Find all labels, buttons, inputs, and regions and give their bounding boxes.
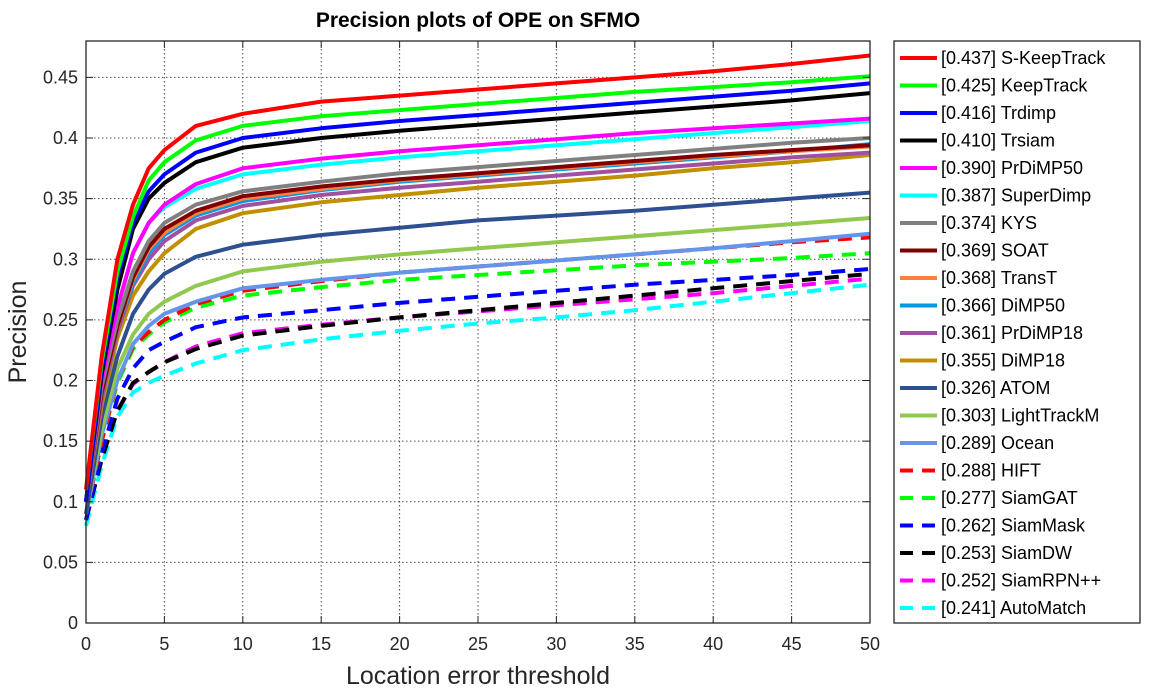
legend-label: [0.437] S-KeepTrack <box>941 48 1106 68</box>
legend-entry: [0.374] KYS <box>900 213 1037 233</box>
series-line <box>84 282 871 527</box>
legend-entry: [0.369] SOAT <box>900 241 1049 261</box>
series-line <box>84 53 871 490</box>
legend-label: [0.241] AutoMatch <box>941 598 1086 618</box>
legend-label: [0.387] SuperDimp <box>941 186 1091 206</box>
axis-ticks: 0 5 10 15 20 25 30 35 40 45 50 0 0.05 0.1 0.15 0.2 0.25 0… <box>43 41 880 654</box>
series-line <box>84 231 871 515</box>
legend-entry: [0.289] Ocean <box>900 433 1054 453</box>
x-tick-label: 50 <box>860 634 880 654</box>
y-tick-label: 0.3 <box>53 249 78 269</box>
legend-entry: [0.277] SiamGAT <box>900 488 1078 508</box>
x-tick-label: 25 <box>468 634 488 654</box>
series-line <box>84 190 871 515</box>
legend: [0.437] S-KeepTrack [0.425] KeepTrack [0.4… <box>900 48 1106 618</box>
legend-label: [0.361] PrDiMP18 <box>941 323 1083 343</box>
x-tick-label: 15 <box>311 634 331 654</box>
series-line <box>84 116 871 503</box>
x-tick-label: 35 <box>625 634 645 654</box>
legend-entry: [0.425] KeepTrack <box>900 76 1088 96</box>
series-line <box>84 251 871 515</box>
legend-label: [0.410] Trsiam <box>941 131 1055 151</box>
x-tick-label: 40 <box>703 634 723 654</box>
legend-label: [0.374] KYS <box>941 213 1037 233</box>
legend-label: [0.425] KeepTrack <box>941 76 1088 96</box>
legend-entry: [0.241] AutoMatch <box>900 598 1086 618</box>
y-tick-label: 0 <box>68 613 78 633</box>
y-tick-label: 0.25 <box>43 310 78 330</box>
legend-label: [0.262] SiamMask <box>941 516 1086 536</box>
y-tick-label: 0.2 <box>53 371 78 391</box>
y-tick-label: 0.45 <box>43 67 78 87</box>
x-tick-label: 30 <box>546 634 566 654</box>
series-line <box>84 216 871 515</box>
legend-label: [0.277] SiamGAT <box>941 488 1078 508</box>
legend-label: [0.368] TransT <box>941 268 1057 288</box>
legend-label: [0.252] SiamRPN++ <box>941 571 1101 591</box>
y-tick-label: 0.05 <box>43 552 78 572</box>
y-axis-label: Precision <box>4 281 32 384</box>
x-tick-label: 20 <box>390 634 410 654</box>
legend-label: [0.303] LightTrackM <box>941 406 1099 426</box>
x-tick-label: 5 <box>159 634 169 654</box>
legend-label: [0.326] ATOM <box>941 378 1050 398</box>
y-tick-label: 0.15 <box>43 431 78 451</box>
y-tick-label: 0.4 <box>53 128 78 148</box>
legend-entry: [0.416] Trdimp <box>900 103 1056 123</box>
x-tick-label: 10 <box>233 634 253 654</box>
legend-label: [0.366] DiMP50 <box>941 296 1065 316</box>
legend-entry: [0.355] DiMP18 <box>900 351 1065 371</box>
x-tick-label: 0 <box>81 634 91 654</box>
legend-label: [0.416] Trdimp <box>941 103 1056 123</box>
y-tick-label: 0.1 <box>53 492 78 512</box>
legend-entry: [0.368] TransT <box>900 268 1057 288</box>
legend-entry: [0.288] HIFT <box>900 461 1041 481</box>
legend-entry: [0.361] PrDiMP18 <box>900 323 1083 343</box>
legend-entry: [0.303] LightTrackM <box>900 406 1099 426</box>
series-line <box>84 136 871 503</box>
legend-entry: [0.390] PrDiMP50 <box>900 158 1083 178</box>
legend-entry: [0.326] ATOM <box>900 378 1050 398</box>
chart-title: Precision plots of OPE on SFMO <box>316 9 640 32</box>
series-line <box>84 153 871 503</box>
series-line <box>84 91 871 503</box>
x-tick-label: 45 <box>782 634 802 654</box>
legend-label: [0.355] DiMP18 <box>941 351 1065 371</box>
legend-entry: [0.387] SuperDimp <box>900 186 1091 206</box>
legend-entry: [0.410] Trsiam <box>900 131 1055 151</box>
legend-entry: [0.253] SiamDW <box>900 543 1072 563</box>
series-line <box>84 74 871 490</box>
legend-entry: [0.366] DiMP50 <box>900 296 1065 316</box>
legend-label: [0.369] SOAT <box>941 241 1049 261</box>
legend-label: [0.288] HIFT <box>941 461 1041 481</box>
legend-label: [0.390] PrDiMP50 <box>941 158 1083 178</box>
legend-entry: [0.437] S-KeepTrack <box>900 48 1106 68</box>
y-tick-label: 0.35 <box>43 189 78 209</box>
legend-entry: [0.252] SiamRPN++ <box>900 571 1101 591</box>
legend-label: [0.253] SiamDW <box>941 543 1072 563</box>
series-lines <box>84 53 871 527</box>
x-axis-label: Location error threshold <box>346 662 610 690</box>
legend-entry: [0.262] SiamMask <box>900 516 1086 536</box>
series-line <box>84 271 871 521</box>
legend-label: [0.289] Ocean <box>941 433 1054 453</box>
series-line <box>84 267 871 521</box>
